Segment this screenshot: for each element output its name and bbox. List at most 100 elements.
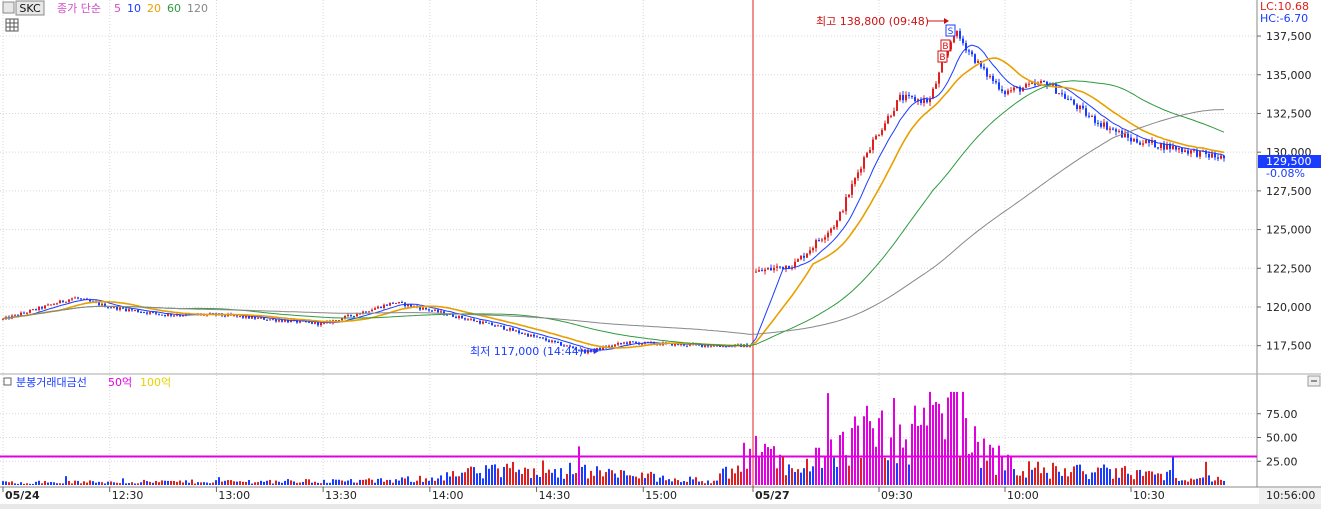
volume-panel-icon[interactable]	[3, 377, 12, 386]
volume-bar	[914, 405, 916, 485]
volume-bar	[962, 391, 964, 485]
volume-bar	[950, 391, 952, 485]
volume-bar	[689, 476, 691, 485]
volume-bar	[1196, 478, 1198, 485]
volume-bar	[119, 483, 121, 485]
volume-bar	[971, 452, 973, 485]
volume-bar	[80, 483, 82, 485]
volume-bar	[512, 461, 514, 485]
candle-body	[614, 344, 616, 347]
candle-body	[1094, 116, 1096, 123]
volume-bar	[386, 479, 388, 485]
candle-body	[545, 338, 547, 341]
volume-bar	[830, 439, 832, 485]
candle-body	[1091, 116, 1093, 118]
candle-body	[539, 337, 541, 339]
symbol-box[interactable]	[15, 0, 45, 16]
menu-icon[interactable]	[2, 1, 15, 14]
candle-body	[671, 342, 673, 346]
volume-bar	[530, 478, 532, 485]
candle-body	[251, 316, 253, 319]
volume-bar	[572, 474, 574, 485]
candle-body	[89, 299, 91, 302]
volume-bar	[89, 480, 91, 485]
candle-body	[620, 343, 622, 345]
volume-bar	[8, 482, 10, 485]
candle-body	[392, 302, 394, 304]
volume-bar	[1202, 477, 1204, 485]
volume-bar	[758, 455, 760, 485]
candle-body	[824, 237, 826, 240]
volume-bar	[422, 481, 424, 485]
volume-bar	[41, 483, 43, 485]
volume-bar	[992, 447, 994, 485]
candle-body	[503, 325, 505, 330]
volume-bar	[740, 471, 742, 485]
candle-body	[842, 211, 844, 213]
candle-body	[761, 270, 763, 272]
price-tick-label: 135,000	[1266, 69, 1312, 82]
sell-signal-box	[945, 24, 956, 37]
candle-body	[350, 314, 352, 316]
candle-body	[836, 220, 838, 228]
time-tick-label: 10:30	[1133, 489, 1165, 502]
candle-body	[1118, 130, 1120, 132]
volume-bar	[860, 457, 862, 485]
candle-body	[176, 315, 178, 317]
candle-body	[827, 232, 829, 238]
candle-body	[149, 312, 151, 314]
volume-bar	[443, 480, 445, 485]
candle-body	[170, 314, 172, 316]
candle-body	[455, 316, 457, 318]
volume-bar	[773, 446, 775, 485]
volume-bar	[800, 472, 802, 485]
volume-bar	[248, 480, 250, 485]
candle-body	[452, 313, 454, 317]
volume-bar	[599, 470, 601, 485]
candle-body	[1067, 98, 1069, 100]
candle-body	[239, 315, 241, 317]
candle-body	[1088, 115, 1090, 117]
volume-bar	[152, 482, 154, 485]
candle-body	[1034, 82, 1036, 85]
price-tick-label: 125,000	[1266, 224, 1312, 237]
table-view-icon[interactable]	[5, 18, 19, 32]
candle-body	[872, 139, 874, 150]
candle-body	[353, 315, 355, 317]
volume-bar	[83, 481, 85, 485]
candle-body	[368, 311, 370, 313]
volume-bar	[383, 481, 385, 485]
volume-bar	[296, 482, 298, 485]
volume-bar	[131, 482, 133, 485]
volume-bar	[872, 428, 874, 485]
candle-body	[461, 315, 463, 319]
candle-body	[32, 309, 34, 311]
volume-bar	[629, 475, 631, 485]
volume-bar	[518, 469, 520, 485]
volume-bar	[1214, 480, 1216, 485]
candle-body	[173, 315, 175, 317]
ma-period-20: 20	[147, 2, 161, 15]
candle-body	[269, 319, 271, 321]
volume-bar	[281, 482, 283, 485]
candle-body	[542, 337, 544, 339]
volume-bar	[1040, 473, 1042, 485]
candle-body	[770, 267, 772, 271]
volume-bar	[473, 467, 475, 485]
volume-bar	[272, 483, 274, 485]
candle-body	[446, 314, 448, 316]
candle-body	[860, 168, 862, 173]
candle-body	[989, 76, 991, 78]
volume-bar	[890, 437, 892, 485]
candle-body	[641, 343, 643, 345]
price-tick-label: 117,500	[1266, 340, 1312, 353]
volume-bar	[866, 405, 868, 485]
volume-bar	[203, 482, 205, 485]
candle-body	[107, 307, 109, 309]
horizontal-scrollbar[interactable]	[0, 504, 1321, 509]
candle-body	[1082, 105, 1084, 109]
volume-bar	[1148, 470, 1150, 485]
time-tick-label: 09:30	[881, 489, 913, 502]
volume-bar	[998, 445, 1000, 485]
